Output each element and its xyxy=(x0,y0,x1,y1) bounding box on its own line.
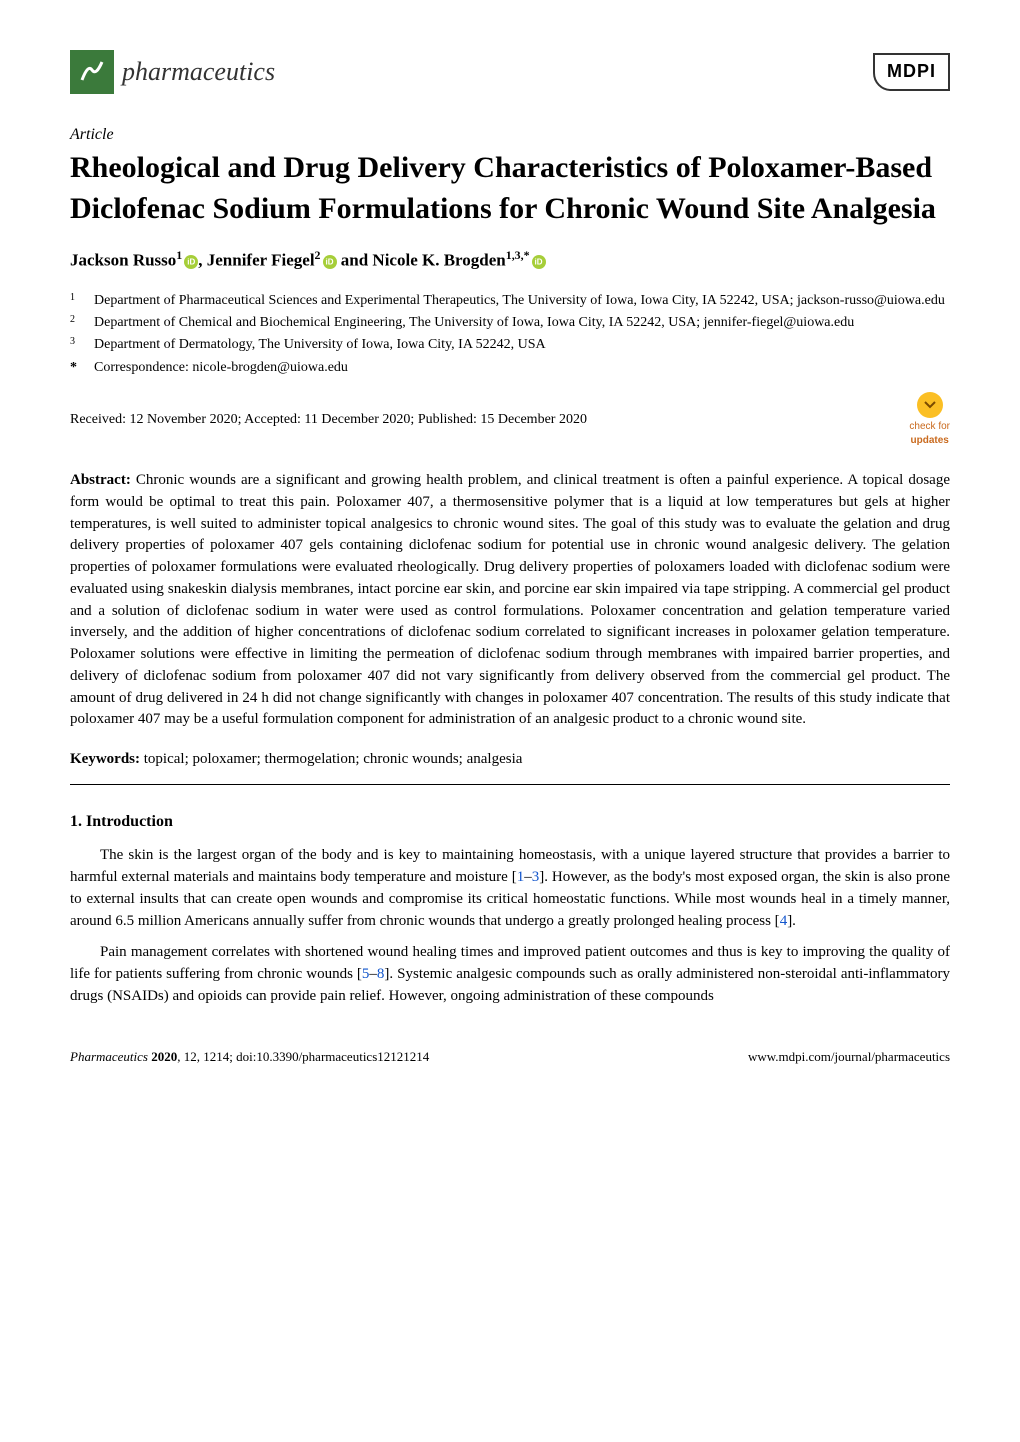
footer-journal: Pharmaceutics xyxy=(70,1049,151,1064)
para-text: – xyxy=(369,966,377,982)
abstract-label: Abstract: xyxy=(70,472,131,488)
affil-text: Department of Dermatology, The Universit… xyxy=(94,335,546,355)
author-3-corr: * xyxy=(524,248,530,262)
affil-text: Correspondence: nicole-brogden@uiowa.edu xyxy=(94,358,348,378)
footer-right: www.mdpi.com/journal/pharmaceutics xyxy=(748,1048,950,1066)
affil-num: 2 xyxy=(70,313,94,333)
footer-citation: , 12, 1214; doi:10.3390/pharmaceutics121… xyxy=(177,1049,429,1064)
mdpi-logo: MDPI xyxy=(873,53,950,90)
header-row: pharmaceutics MDPI xyxy=(70,50,950,94)
authors-line: Jackson Russo1 , Jennifer Fiegel2 and Nic… xyxy=(70,247,950,272)
journal-logo: pharmaceutics xyxy=(70,50,275,94)
journal-icon xyxy=(70,50,114,94)
author-1-sup: 1 xyxy=(176,248,182,262)
check-updates-line2: updates xyxy=(911,434,949,448)
orcid-icon xyxy=(532,255,546,269)
check-updates-line1: check for xyxy=(909,420,950,434)
and-text: and xyxy=(337,251,373,270)
orcid-icon xyxy=(323,255,337,269)
dates-text: Received: 12 November 2020; Accepted: 11… xyxy=(70,410,587,430)
affiliation-item: * Correspondence: nicole-brogden@uiowa.e… xyxy=(94,358,950,378)
check-updates-icon xyxy=(917,392,943,418)
body-paragraph: The skin is the largest organ of the bod… xyxy=(70,845,950,932)
author-2: , Jennifer Fiegel xyxy=(198,251,314,270)
keywords-block: Keywords: topical; poloxamer; thermogela… xyxy=(70,749,950,770)
para-text: – xyxy=(524,869,532,885)
orcid-icon xyxy=(184,255,198,269)
journal-name: pharmaceutics xyxy=(122,54,275,90)
article-title: Rheological and Drug Delivery Characteri… xyxy=(70,148,950,229)
affiliation-item: 2 Department of Chemical and Biochemical… xyxy=(94,313,950,333)
page-footer: Pharmaceutics 2020, 12, 1214; doi:10.339… xyxy=(70,1048,950,1066)
footer-left: Pharmaceutics 2020, 12, 1214; doi:10.339… xyxy=(70,1048,429,1066)
affiliations-block: 1 Department of Pharmaceutical Sciences … xyxy=(70,291,950,378)
affil-num: 3 xyxy=(70,335,94,355)
article-type: Article xyxy=(70,124,950,146)
author-1: Jackson Russo xyxy=(70,251,176,270)
keywords-text: topical; poloxamer; thermogelation; chro… xyxy=(140,751,522,767)
affil-text: Department of Chemical and Biochemical E… xyxy=(94,313,854,333)
section-divider xyxy=(70,784,950,785)
affil-text: Department of Pharmaceutical Sciences an… xyxy=(94,291,945,311)
affiliation-item: 3 Department of Dermatology, The Univers… xyxy=(94,335,950,355)
keywords-label: Keywords: xyxy=(70,751,140,767)
footer-year: 2020 xyxy=(151,1049,177,1064)
author-3: Nicole K. Brogden xyxy=(372,251,505,270)
para-text: ]. xyxy=(787,913,796,929)
author-2-sup: 2 xyxy=(315,248,321,262)
check-updates-badge[interactable]: check for updates xyxy=(909,392,950,448)
affil-num: 1 xyxy=(70,291,94,311)
abstract-text: Chronic wounds are a significant and gro… xyxy=(70,472,950,727)
section-heading: 1. Introduction xyxy=(70,811,950,833)
dates-row: Received: 12 November 2020; Accepted: 11… xyxy=(70,392,950,448)
affil-num: * xyxy=(70,358,94,378)
body-paragraph: Pain management correlates with shortene… xyxy=(70,942,950,1007)
abstract-block: Abstract: Chronic wounds are a significa… xyxy=(70,470,950,731)
affiliation-item: 1 Department of Pharmaceutical Sciences … xyxy=(94,291,950,311)
author-3-sup: 1,3, xyxy=(506,248,524,262)
